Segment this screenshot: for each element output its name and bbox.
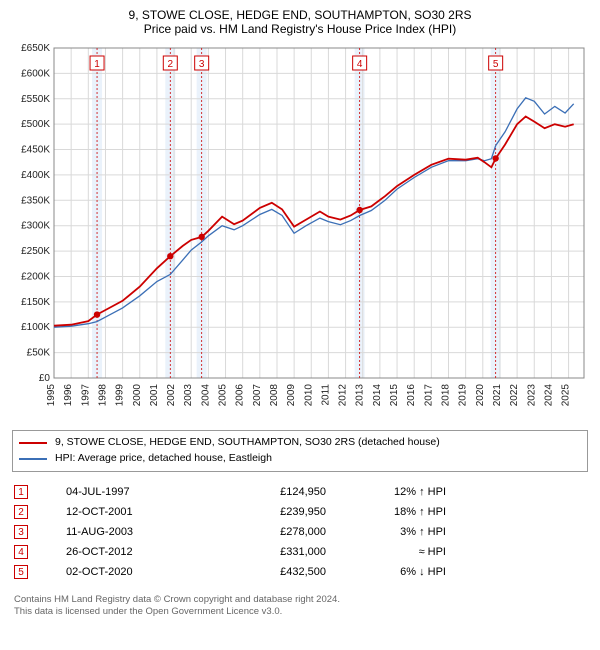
svg-text:£50K: £50K [27, 348, 51, 359]
sale-date: 11-AUG-2003 [66, 526, 196, 538]
sales-table: 1 04-JUL-1997£124,95012% ↑ HPI 2 12-OCT-200… [8, 482, 592, 582]
legend-label: HPI: Average price, detached house, East… [55, 451, 272, 467]
legend-item: HPI: Average price, detached house, East… [19, 451, 581, 467]
svg-text:2017: 2017 [423, 384, 434, 407]
sale-date: 12-OCT-2001 [66, 506, 196, 518]
sale-hpi-diff: 12% ↑ HPI [326, 486, 446, 498]
sale-price: £124,950 [196, 486, 326, 498]
svg-text:2016: 2016 [406, 384, 417, 407]
svg-text:£650K: £650K [21, 43, 50, 54]
footer-line1: Contains HM Land Registry data © Crown c… [14, 594, 586, 607]
legend: 9, STOWE CLOSE, HEDGE END, SOUTHAMPTON, … [12, 430, 588, 472]
svg-text:2014: 2014 [372, 384, 383, 407]
sale-row: 1 04-JUL-1997£124,95012% ↑ HPI [14, 482, 586, 502]
svg-text:2: 2 [168, 59, 174, 70]
sale-date: 02-OCT-2020 [66, 566, 196, 578]
sale-row: 3 11-AUG-2003£278,0003% ↑ HPI [14, 522, 586, 542]
svg-text:2005: 2005 [218, 384, 229, 407]
svg-text:2012: 2012 [338, 384, 349, 407]
svg-text:1995: 1995 [46, 384, 57, 407]
svg-text:2007: 2007 [252, 384, 263, 407]
sale-index-marker: 2 [14, 505, 28, 519]
svg-text:2013: 2013 [355, 384, 366, 407]
sale-hpi-diff: 3% ↑ HPI [326, 526, 446, 538]
chart-title-line2: Price paid vs. HM Land Registry's House … [8, 22, 592, 36]
svg-text:£550K: £550K [21, 94, 50, 105]
svg-text:£300K: £300K [21, 221, 50, 232]
svg-text:2001: 2001 [149, 384, 160, 407]
svg-text:£250K: £250K [21, 246, 50, 257]
chart-title-line1: 9, STOWE CLOSE, HEDGE END, SOUTHAMPTON, … [8, 8, 592, 22]
svg-text:£450K: £450K [21, 145, 50, 156]
svg-text:2019: 2019 [458, 384, 469, 407]
svg-text:1996: 1996 [63, 384, 74, 407]
sale-index-marker: 1 [14, 485, 28, 499]
svg-text:2022: 2022 [509, 384, 520, 407]
svg-text:£100K: £100K [21, 322, 50, 333]
svg-text:2015: 2015 [389, 384, 400, 407]
sale-date: 26-OCT-2012 [66, 546, 196, 558]
svg-text:2020: 2020 [475, 384, 486, 407]
svg-text:£400K: £400K [21, 170, 50, 181]
svg-text:1997: 1997 [80, 384, 91, 407]
svg-text:2002: 2002 [166, 384, 177, 407]
svg-text:2011: 2011 [320, 384, 331, 406]
sale-row: 5 02-OCT-2020£432,5006% ↓ HPI [14, 562, 586, 582]
svg-text:1998: 1998 [97, 384, 108, 407]
legend-swatch [19, 442, 47, 444]
legend-swatch [19, 458, 47, 460]
svg-text:3: 3 [199, 59, 205, 70]
svg-text:£350K: £350K [21, 195, 50, 206]
sale-index-marker: 3 [14, 525, 28, 539]
svg-text:2008: 2008 [269, 384, 280, 407]
attribution-footer: Contains HM Land Registry data © Crown c… [14, 594, 586, 620]
sale-hpi-diff: 18% ↑ HPI [326, 506, 446, 518]
sale-row: 2 12-OCT-2001£239,95018% ↑ HPI [14, 502, 586, 522]
price-chart: £0 £50K £100K £150K £200K £250K £300K £350K £400… [8, 42, 592, 422]
sale-price: £278,000 [196, 526, 326, 538]
svg-text:2000: 2000 [132, 384, 143, 407]
legend-label: 9, STOWE CLOSE, HEDGE END, SOUTHAMPTON, … [55, 435, 440, 451]
svg-text:2009: 2009 [286, 384, 297, 407]
svg-text:2018: 2018 [440, 384, 451, 407]
sale-index-marker: 5 [14, 565, 28, 579]
sale-date: 04-JUL-1997 [66, 486, 196, 498]
svg-text:1999: 1999 [115, 384, 126, 407]
svg-text:4: 4 [357, 59, 363, 70]
svg-text:1: 1 [94, 59, 100, 70]
svg-text:2003: 2003 [183, 384, 194, 407]
svg-text:£200K: £200K [21, 271, 50, 282]
svg-text:£600K: £600K [21, 68, 50, 79]
sale-price: £331,000 [196, 546, 326, 558]
svg-text:£0: £0 [39, 373, 51, 384]
svg-text:2025: 2025 [561, 384, 572, 407]
legend-item: 9, STOWE CLOSE, HEDGE END, SOUTHAMPTON, … [19, 435, 581, 451]
svg-text:2024: 2024 [543, 384, 554, 407]
svg-text:2021: 2021 [492, 384, 503, 407]
svg-text:2004: 2004 [200, 384, 211, 407]
sale-row: 4 26-OCT-2012£331,000≈ HPI [14, 542, 586, 562]
svg-text:£150K: £150K [21, 297, 50, 308]
sale-index-marker: 4 [14, 545, 28, 559]
svg-text:2010: 2010 [303, 384, 314, 407]
svg-text:5: 5 [493, 59, 499, 70]
svg-text:2006: 2006 [235, 384, 246, 407]
svg-text:£500K: £500K [21, 119, 50, 130]
sale-price: £432,500 [196, 566, 326, 578]
sale-price: £239,950 [196, 506, 326, 518]
sale-hpi-diff: 6% ↓ HPI [326, 566, 446, 578]
sale-hpi-diff: ≈ HPI [326, 546, 446, 558]
footer-line2: This data is licensed under the Open Gov… [14, 606, 586, 619]
svg-text:2023: 2023 [526, 384, 537, 407]
